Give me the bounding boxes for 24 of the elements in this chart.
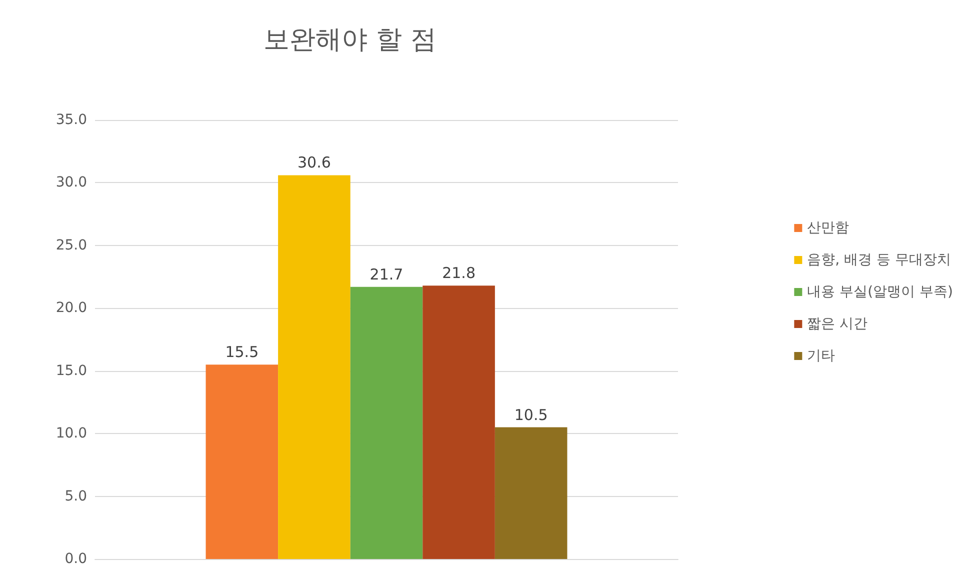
chart-title: 보완해야 할 점 (264, 25, 436, 55)
bar (278, 175, 350, 559)
bar (422, 286, 495, 559)
legend-label: 산만함 (807, 220, 850, 236)
y-tick-label: 35.0 (56, 112, 87, 128)
legend-label: 짧은 시간 (807, 316, 868, 332)
legend-label: 음향, 배경 등 무대장치 (807, 252, 951, 268)
y-tick-label: 0.0 (64, 551, 87, 567)
y-tick-label: 5.0 (64, 488, 87, 504)
data-label: 10.5 (514, 406, 548, 424)
bar (494, 427, 568, 559)
y-tick-label: 10.0 (56, 426, 87, 442)
y-tick-label: 30.0 (56, 174, 87, 191)
y-tick-label: 15.0 (56, 362, 87, 379)
legend-label: 기타 (807, 348, 836, 364)
data-label: 21.7 (370, 265, 404, 284)
legend-label: 내용 부실(알맹이 부족) (807, 284, 954, 300)
data-label: 15.5 (225, 343, 259, 362)
bar (350, 286, 423, 559)
y-tick-label: 25.0 (56, 237, 87, 254)
data-label: 30.6 (298, 154, 331, 172)
bar (206, 364, 278, 559)
data-label: 21.8 (442, 264, 476, 282)
y-tick-label: 20.0 (56, 300, 87, 316)
